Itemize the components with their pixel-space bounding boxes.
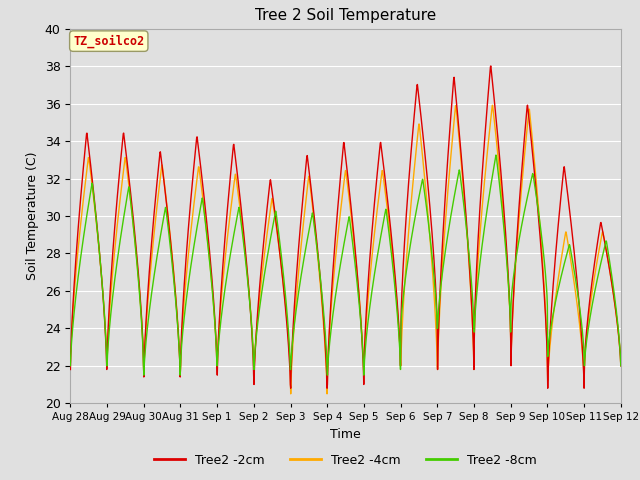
Title: Tree 2 Soil Temperature: Tree 2 Soil Temperature: [255, 9, 436, 24]
X-axis label: Time: Time: [330, 428, 361, 441]
Y-axis label: Soil Temperature (C): Soil Temperature (C): [26, 152, 39, 280]
Legend: Tree2 -2cm, Tree2 -4cm, Tree2 -8cm: Tree2 -2cm, Tree2 -4cm, Tree2 -8cm: [149, 449, 542, 472]
Text: TZ_soilco2: TZ_soilco2: [73, 35, 145, 48]
